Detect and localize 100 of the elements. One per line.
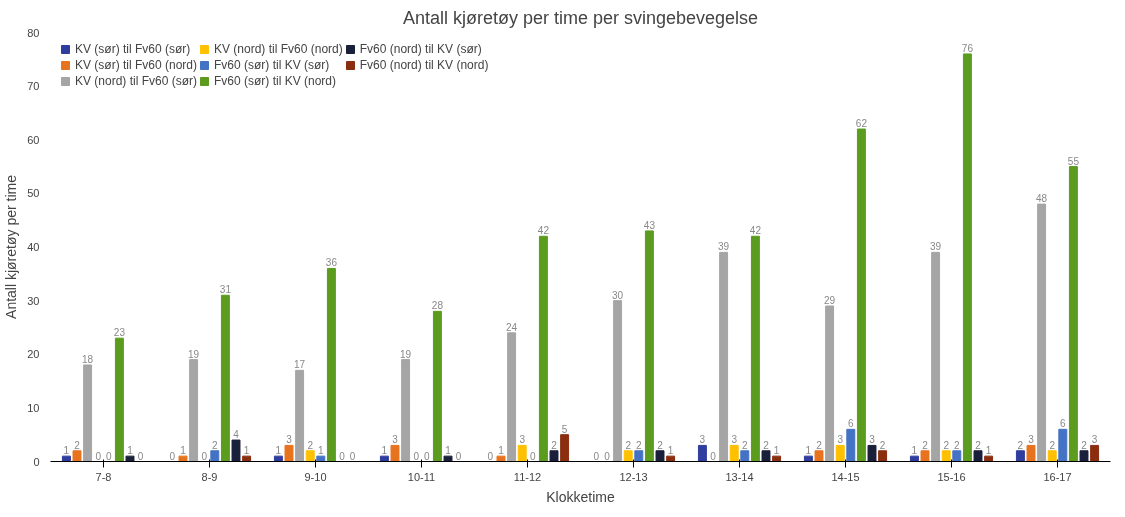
data-label: 76 <box>961 42 974 54</box>
data-label: 2 <box>879 439 886 451</box>
data-label: 36 <box>325 257 338 269</box>
bar <box>867 444 877 462</box>
data-label: 2 <box>636 439 643 451</box>
data-label: 18 <box>82 353 94 365</box>
data-label: 0 <box>339 450 346 462</box>
data-label: 3 <box>519 434 526 446</box>
y-tick-label: 40 <box>27 241 40 253</box>
bar <box>1026 444 1036 462</box>
bar <box>295 369 305 462</box>
data-label: 3 <box>1091 434 1098 446</box>
x-tick-label: 14-15 <box>831 470 860 483</box>
bar <box>962 53 972 462</box>
data-label: 6 <box>848 418 855 430</box>
data-label: 30 <box>612 289 624 301</box>
data-label: 0 <box>455 450 462 462</box>
data-label: 17 <box>294 359 306 371</box>
data-label: 0 <box>424 450 431 462</box>
bar <box>72 450 82 462</box>
bar <box>814 450 824 462</box>
bar <box>189 359 199 462</box>
y-tick-label: 70 <box>27 80 40 93</box>
data-label: 0 <box>349 450 356 462</box>
data-label: 23 <box>113 327 126 339</box>
data-label: 2 <box>1049 439 1056 451</box>
data-label: 0 <box>137 450 144 462</box>
data-label: 2 <box>307 439 314 451</box>
data-label: 2 <box>943 439 950 451</box>
bar <box>655 450 665 462</box>
data-label: 1 <box>127 445 134 457</box>
data-label: 6 <box>1060 418 1067 430</box>
bar <box>549 450 559 462</box>
bar <box>803 455 813 462</box>
data-label: 4 <box>233 429 240 441</box>
x-tick-label: 13-14 <box>725 470 754 483</box>
bar <box>61 455 71 462</box>
bar <box>1090 444 1100 462</box>
bar <box>560 434 570 462</box>
data-label: 42 <box>537 225 550 237</box>
data-label: 1 <box>63 445 70 457</box>
bar <box>878 450 888 462</box>
data-label: 39 <box>930 241 942 253</box>
bar <box>538 235 548 462</box>
legend-label: KV (nord) til Fv60 (nord) <box>214 42 343 56</box>
data-label: 31 <box>219 284 232 296</box>
x-axis-title: Klokketime <box>546 488 615 505</box>
data-label: 2 <box>742 439 749 451</box>
data-label: 0 <box>593 450 600 462</box>
bar <box>220 294 230 462</box>
data-label: 1 <box>773 445 780 457</box>
data-label: 0 <box>95 450 102 462</box>
data-label: 1 <box>318 445 325 457</box>
y-axis-title: Antall kjøretøy per time <box>3 174 20 319</box>
data-label: 1 <box>985 445 992 457</box>
bar <box>952 450 962 462</box>
bar <box>835 444 845 462</box>
y-tick-label: 20 <box>27 348 40 361</box>
bar <box>390 444 400 462</box>
bar <box>920 450 930 462</box>
data-label: 28 <box>431 300 444 312</box>
bar <box>697 444 707 462</box>
bar <box>305 450 315 462</box>
data-label: 0 <box>530 450 537 462</box>
data-label: 48 <box>1036 193 1048 205</box>
data-label: 3 <box>392 434 399 446</box>
y-tick-label: 80 <box>27 26 40 39</box>
bar <box>644 230 654 462</box>
bar <box>973 450 983 462</box>
data-label: 0 <box>604 450 611 462</box>
bar <box>856 128 866 462</box>
data-label: 0 <box>487 450 494 462</box>
bar <box>1068 166 1078 462</box>
data-label: 2 <box>975 439 982 451</box>
bar <box>909 455 919 462</box>
data-label: 5 <box>561 423 568 435</box>
legend-label: KV (nord) til Fv60 (sør) <box>75 74 198 88</box>
bar <box>83 364 93 462</box>
y-tick-label: 0 <box>33 455 40 468</box>
bar <box>432 310 442 462</box>
data-label: 2 <box>212 439 219 451</box>
data-label: 3 <box>837 434 844 446</box>
data-label: 0 <box>106 450 113 462</box>
data-label: 0 <box>201 450 208 462</box>
data-label: 2 <box>625 439 632 451</box>
bar <box>941 450 951 462</box>
bar <box>517 444 527 462</box>
data-label: 19 <box>400 348 412 360</box>
bar <box>231 439 241 462</box>
bar <box>316 455 326 462</box>
y-tick-label: 30 <box>27 294 40 307</box>
data-label: 1 <box>275 445 282 457</box>
bar <box>761 450 771 462</box>
data-label: 2 <box>922 439 929 451</box>
data-label: 3 <box>699 434 706 446</box>
bar <box>273 455 283 462</box>
x-tick-label: 15-16 <box>937 470 966 483</box>
bar <box>114 337 124 462</box>
bar <box>825 305 835 462</box>
bar <box>750 235 760 462</box>
